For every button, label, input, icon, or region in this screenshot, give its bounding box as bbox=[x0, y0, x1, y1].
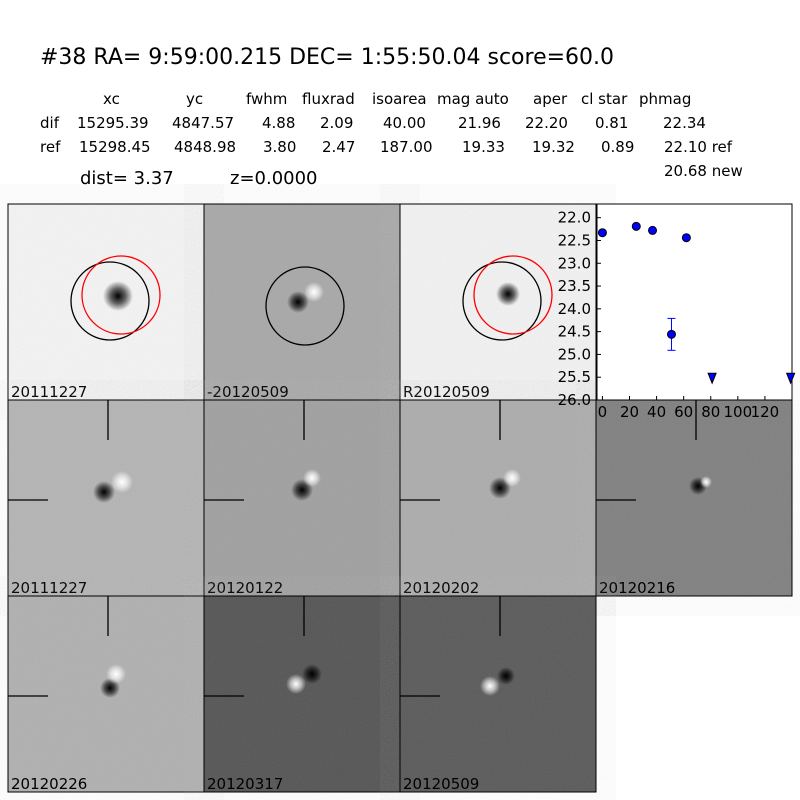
column-header: xc bbox=[103, 90, 120, 108]
source-blob bbox=[93, 481, 115, 503]
point bbox=[681, 233, 691, 243]
table-cell: 4848.98 bbox=[174, 138, 236, 156]
x-tick-label: 80 bbox=[701, 403, 720, 421]
panel-label: 20111227 bbox=[11, 579, 87, 597]
panel-label: 20120216 bbox=[599, 579, 675, 597]
table-cell: 22.20 bbox=[525, 114, 568, 132]
table-cell: 21.96 bbox=[458, 114, 501, 132]
panel-label: R20120509 bbox=[403, 383, 490, 401]
point bbox=[597, 228, 607, 238]
y-tick-label: 23.0 bbox=[558, 254, 591, 272]
new-mag: 20.68 new bbox=[664, 162, 743, 180]
column-header: mag auto bbox=[437, 90, 509, 108]
table-cell: 40.00 bbox=[383, 114, 426, 132]
x-tick-label: 60 bbox=[674, 403, 693, 421]
y-tick-label: 24.0 bbox=[558, 300, 591, 318]
x-tick-label: 40 bbox=[647, 403, 666, 421]
image-noise bbox=[596, 400, 792, 596]
reference-circle bbox=[473, 255, 553, 335]
aperture-circle bbox=[462, 261, 542, 341]
table-cell: 4847.57 bbox=[172, 114, 234, 132]
column-header: fluxrad bbox=[302, 90, 355, 108]
panel-label: 20120226 bbox=[11, 775, 87, 793]
column-header: aper bbox=[533, 90, 568, 108]
dist: dist= 3.37 bbox=[80, 168, 174, 189]
table-cell: 0.81 bbox=[595, 114, 628, 132]
table-cell: 2.09 bbox=[320, 114, 353, 132]
table-cell: 22.10 ref bbox=[664, 138, 733, 156]
panel-label: 20120509 bbox=[403, 775, 479, 793]
y-tick-label: 25.5 bbox=[558, 368, 591, 386]
source-blob bbox=[700, 476, 712, 488]
y-tick-label: 22.5 bbox=[558, 231, 591, 249]
aperture-circle bbox=[70, 261, 150, 341]
upper-limit bbox=[785, 372, 796, 385]
source-blob bbox=[286, 674, 306, 694]
source-blob bbox=[106, 664, 126, 684]
column-header: phmag bbox=[639, 90, 691, 108]
column-header: yc bbox=[186, 90, 203, 108]
source-blob bbox=[287, 291, 309, 313]
x-tick-label: 0 bbox=[598, 403, 608, 421]
source-blob bbox=[496, 282, 520, 306]
table-cell: 187.00 bbox=[380, 138, 433, 156]
table-cell: 2.47 bbox=[322, 138, 355, 156]
column-header: isoarea bbox=[372, 90, 427, 108]
image-noise bbox=[204, 596, 400, 792]
y-tick-label: 23.5 bbox=[558, 277, 591, 295]
y-tick-label: 24.5 bbox=[558, 323, 591, 341]
panel-label: 20120122 bbox=[207, 579, 283, 597]
table-cell: 22.34 bbox=[663, 114, 706, 132]
point bbox=[631, 221, 641, 231]
y-tick-label: 22.0 bbox=[558, 209, 591, 227]
panel-border bbox=[399, 595, 597, 793]
title: #38 RA= 9:59:00.215 DEC= 1:55:50.04 scor… bbox=[40, 45, 614, 70]
reference-circle bbox=[81, 255, 161, 335]
table-cell: 19.32 bbox=[532, 138, 575, 156]
source-blob bbox=[302, 664, 322, 684]
row-label: ref bbox=[40, 138, 61, 156]
source-blob bbox=[303, 469, 321, 487]
source-blob bbox=[480, 676, 500, 696]
upper-limit bbox=[707, 372, 717, 385]
table-cell: 15298.45 bbox=[79, 138, 151, 156]
x-tick-label: 100 bbox=[724, 403, 753, 421]
y-tick-label: 25.0 bbox=[558, 345, 591, 363]
panel-label: -20120509 bbox=[207, 383, 289, 401]
column-header: fwhm bbox=[246, 90, 287, 108]
y-tick-label: 26.0 bbox=[558, 391, 591, 409]
table-cell: 15295.39 bbox=[77, 114, 149, 132]
source-blob bbox=[497, 667, 515, 685]
aperture-circle bbox=[265, 266, 345, 346]
source-blob bbox=[111, 471, 133, 493]
x-tick-label: 120 bbox=[751, 403, 780, 421]
table-cell: 0.89 bbox=[601, 138, 634, 156]
x-tick-label: 20 bbox=[620, 403, 639, 421]
table-cell: 19.33 bbox=[462, 138, 505, 156]
panel-label: 20120202 bbox=[403, 579, 479, 597]
source-blob bbox=[304, 282, 324, 302]
row-label: dif bbox=[40, 114, 60, 132]
image-noise bbox=[400, 204, 596, 400]
source-blob bbox=[503, 469, 521, 487]
column-header: cl star bbox=[581, 90, 628, 108]
plot-area bbox=[596, 203, 793, 401]
table-cell: 3.80 bbox=[263, 138, 296, 156]
z: z=0.0000 bbox=[230, 168, 318, 189]
image-noise bbox=[400, 596, 596, 792]
point bbox=[666, 329, 676, 339]
point bbox=[648, 225, 658, 235]
panel-label: 20111227 bbox=[11, 383, 87, 401]
source-blob bbox=[103, 281, 133, 311]
table-cell: 4.88 bbox=[262, 114, 295, 132]
panel-label: 20120317 bbox=[207, 775, 283, 793]
